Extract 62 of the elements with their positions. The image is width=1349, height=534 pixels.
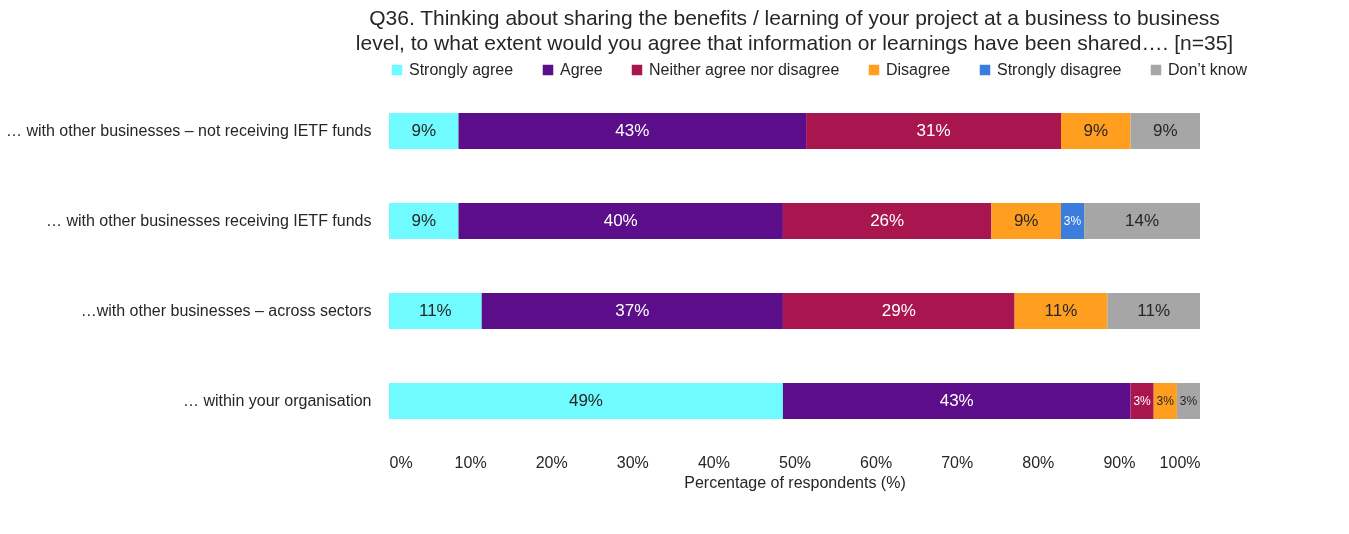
bar xyxy=(389,383,783,419)
x-tick-label: 0% xyxy=(389,453,413,471)
y-tick-label: … with other businesses – not receiving IETF funds xyxy=(5,122,372,139)
x-tick-label: 70% xyxy=(941,453,974,471)
bar xyxy=(1130,383,1154,419)
data-label: 29% xyxy=(881,301,916,320)
bar xyxy=(782,293,1015,329)
data-label: 37% xyxy=(615,301,650,320)
legend-label: Agree xyxy=(560,61,603,78)
bar xyxy=(806,113,1061,149)
x-tick-label: 60% xyxy=(860,453,893,471)
x-tick-label: 100% xyxy=(1159,453,1201,471)
bar xyxy=(1014,293,1108,329)
legend-label: Disagree xyxy=(886,61,951,78)
bar xyxy=(389,203,459,239)
bar xyxy=(389,113,459,149)
y-tick-label: …with other businesses – across sectors xyxy=(80,302,372,319)
bar xyxy=(1107,293,1200,329)
legend-label: Strongly agree xyxy=(409,61,514,78)
data-label: 49% xyxy=(568,391,603,410)
data-label: 3% xyxy=(1133,394,1152,408)
data-label: 14% xyxy=(1125,211,1160,230)
data-label: 9% xyxy=(1152,121,1178,140)
bar xyxy=(991,203,1061,239)
x-tick-label: 10% xyxy=(454,453,487,471)
data-label: 11% xyxy=(418,301,452,320)
chart-title: Q36. Thinking about sharing the benefits / learning of your project at a business to business level, to what extent would you agree that information or learnings have been shared…. [n=35] xyxy=(355,6,1234,54)
x-tick-label: 30% xyxy=(616,453,649,471)
bar xyxy=(458,203,783,239)
data-label: 9% xyxy=(1083,121,1109,140)
x-tick-label: 40% xyxy=(697,453,730,471)
data-label: 3% xyxy=(1156,394,1175,408)
legend-label: Don’t know xyxy=(1168,61,1248,78)
bar xyxy=(1130,113,1200,149)
bar xyxy=(782,383,1131,419)
data-label: 9% xyxy=(411,121,437,140)
bar xyxy=(481,293,783,329)
data-label: 43% xyxy=(939,391,974,410)
x-tick-label: 80% xyxy=(1022,453,1055,471)
x-tick-label: 90% xyxy=(1103,453,1136,471)
legend-label: Neither agree nor disagree xyxy=(649,61,840,78)
x-tick-label: 50% xyxy=(778,453,812,471)
data-label: 11% xyxy=(1137,301,1171,320)
x-tick-label: 20% xyxy=(535,453,568,471)
data-label: 40% xyxy=(603,211,638,230)
data-label: 11% xyxy=(1044,301,1078,320)
legend-label: Strongly disagree xyxy=(997,61,1122,78)
data-label: 43% xyxy=(615,121,650,140)
data-label: 9% xyxy=(1013,211,1039,230)
data-label: 3% xyxy=(1179,394,1198,408)
data-label: 3% xyxy=(1063,214,1082,228)
data-label: 31% xyxy=(916,121,951,140)
bar xyxy=(1084,203,1200,239)
y-tick-label: … within your organisation xyxy=(182,392,372,409)
data-label: 26% xyxy=(870,211,905,230)
bar xyxy=(389,293,482,329)
y-tick-label: … with other businesses receiving IETF funds xyxy=(46,212,372,229)
data-label: 9% xyxy=(411,211,437,230)
x-axis-title: Percentage of respondents (%) xyxy=(684,473,906,491)
bar xyxy=(458,113,807,149)
bar xyxy=(1060,113,1131,149)
bar xyxy=(782,203,992,239)
